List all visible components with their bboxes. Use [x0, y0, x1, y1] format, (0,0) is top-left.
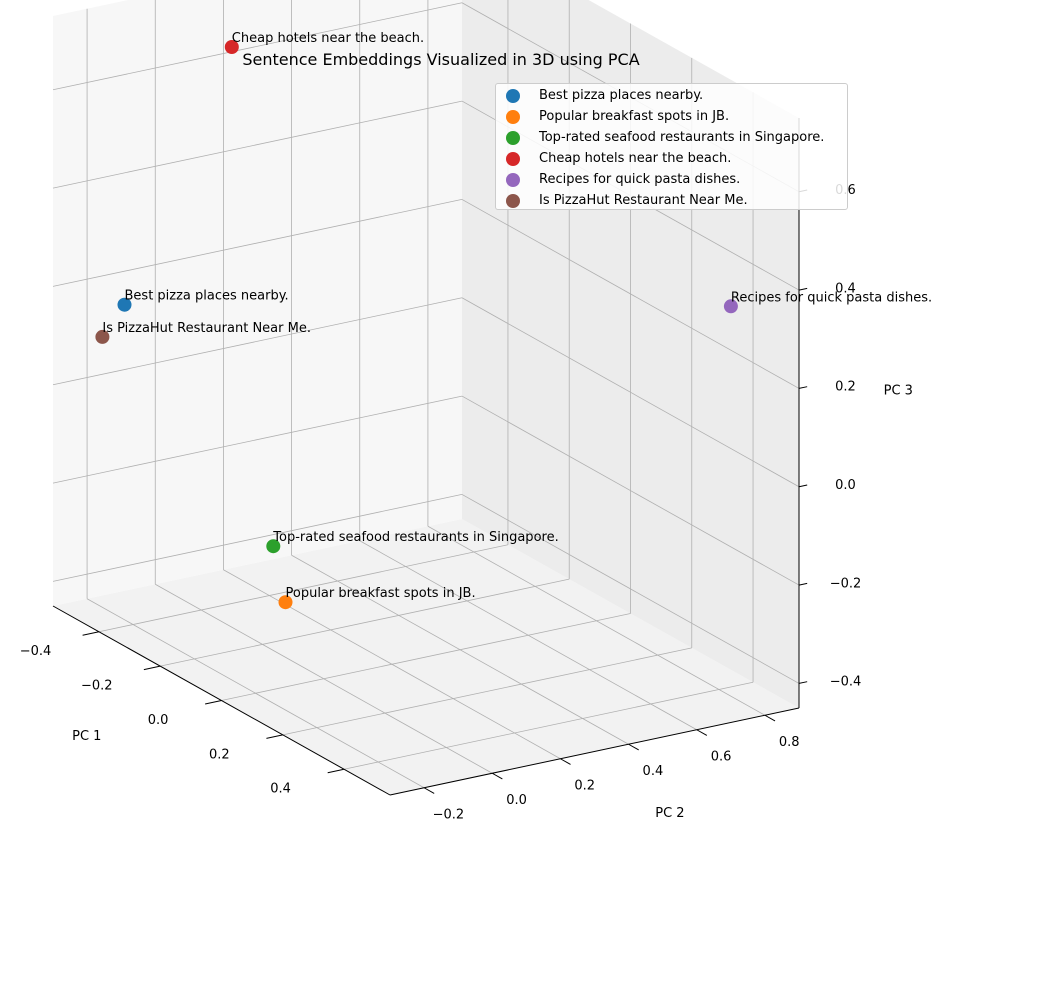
gridline-z — [461, 494, 800, 684]
gridline-z — [461, 297, 800, 488]
x-tick-label: 0.0 — [148, 713, 169, 728]
legend-marker — [506, 130, 520, 145]
point-annotation: Best pizza places nearby. — [125, 289, 289, 304]
legend: Best pizza places nearby. Popular breakf… — [495, 83, 848, 210]
legend-marker — [506, 88, 520, 103]
y-tick-mark — [696, 729, 708, 736]
y-axis-label: PC 2 — [655, 806, 684, 821]
z-tick-mark — [798, 582, 808, 586]
axis-ticks: −0.4 −0.2 0.0 0.2 0.4 −0.2 0.0 0.2 0.4 0.6 0.8 −0.4… — [20, 183, 913, 822]
legend-label: Cheap hotels near the beach. — [539, 151, 732, 166]
gridline-y — [155, 583, 493, 774]
z-tick-mark — [798, 484, 808, 488]
y-tick-label: 0.6 — [711, 749, 732, 764]
y-tick-mark — [628, 743, 639, 751]
y-tick-label: 0.8 — [779, 735, 800, 750]
z-tick-mark — [798, 287, 808, 291]
gridline-z — [52, 2, 463, 91]
y-tick-label: 0.0 — [506, 793, 527, 808]
x-tick-label: −0.4 — [20, 644, 52, 659]
data-point — [224, 40, 239, 54]
y-tick-label: −0.2 — [433, 807, 465, 822]
legend-label: Recipes for quick pasta dishes. — [539, 172, 741, 187]
legend-item: Is PizzaHut Restaurant Near Me. — [506, 190, 748, 211]
legend-label: Popular breakfast spots in JB. — [539, 109, 730, 124]
y-tick-label: 0.2 — [574, 778, 595, 793]
legend-item: Top-rated seafood restaurants in Singapo… — [506, 127, 824, 148]
z-tick-label: 0.0 — [835, 478, 856, 493]
z-tick-mark — [798, 386, 808, 389]
z-tick-label: 0.2 — [835, 380, 856, 395]
legend-marker — [506, 151, 520, 166]
gridline-x — [160, 578, 570, 667]
gridline-z — [52, 395, 463, 484]
gridline-y — [359, 540, 697, 731]
y-tick-mark — [560, 758, 571, 765]
z-axis-label: PC 3 — [884, 383, 913, 398]
point-annotation: Top-rated seafood restaurants in Singapo… — [272, 530, 558, 545]
legend-item: Recipes for quick pasta dishes. — [506, 169, 740, 190]
gridline-y — [291, 554, 629, 745]
z-tick-label: 0.4 — [835, 281, 856, 296]
point-annotation: Is PizzaHut Restaurant Near Me. — [102, 321, 311, 336]
gridline-x — [98, 544, 509, 633]
z-tick-label: −0.4 — [830, 675, 862, 690]
x-tick-mark — [205, 700, 222, 705]
legend-marker — [506, 172, 520, 187]
gridline-z — [52, 297, 463, 386]
data-point — [278, 595, 293, 610]
x-tick-label: 0.2 — [209, 747, 230, 762]
gridline-x — [343, 681, 754, 770]
y-tick-mark — [423, 787, 435, 794]
gridline-z — [461, 199, 800, 389]
point-annotation: Cheap hotels near the beach. — [232, 31, 424, 46]
gridline-y — [427, 525, 766, 716]
y-tick-mark — [492, 772, 503, 780]
x-tick-mark — [82, 631, 100, 636]
gridline-x — [282, 647, 692, 736]
legend-marker — [506, 109, 520, 124]
y-tick-mark — [764, 714, 776, 722]
chart-title: Sentence Embeddings Visualized in 3D usi… — [242, 50, 640, 69]
x-tick-mark — [143, 665, 161, 671]
y-axis-line — [389, 707, 800, 796]
data-point — [95, 329, 110, 344]
gridline-x — [221, 613, 631, 701]
data-point — [117, 297, 132, 312]
gridline-z — [461, 395, 800, 586]
legend-item: Popular breakfast spots in JB. — [506, 106, 729, 127]
point-annotation: Popular breakfast spots in JB. — [286, 586, 476, 601]
x-tick-label: −0.2 — [81, 679, 113, 694]
data-points: Best pizza places nearby. Popular breakfa… — [95, 31, 932, 610]
data-point — [266, 539, 281, 554]
legend-marker — [506, 193, 520, 208]
legend-label: Top-rated seafood restaurants in Singapo… — [539, 130, 825, 145]
legend-item: Cheap hotels near the beach. — [506, 148, 731, 169]
z-tick-mark — [798, 681, 808, 684]
y-tick-label: 0.4 — [643, 764, 664, 779]
gridline-z — [52, 100, 463, 189]
legend-label: Is PizzaHut Restaurant Near Me. — [539, 193, 748, 208]
point-annotation: Recipes for quick pasta dishes. — [731, 290, 932, 305]
x-tick-mark — [266, 734, 283, 739]
legend-item: Best pizza places nearby. — [506, 85, 703, 106]
legend-label: Best pizza places nearby. — [539, 88, 704, 103]
x-tick-label: 0.4 — [270, 782, 291, 797]
z-tick-label: −0.2 — [830, 576, 862, 591]
data-point — [723, 299, 738, 314]
x-tick-mark — [327, 768, 345, 774]
gridline-z — [52, 199, 463, 287]
gridline-z — [52, 494, 463, 582]
x-axis-label: PC 1 — [72, 729, 101, 744]
gridline-y — [86, 598, 425, 789]
